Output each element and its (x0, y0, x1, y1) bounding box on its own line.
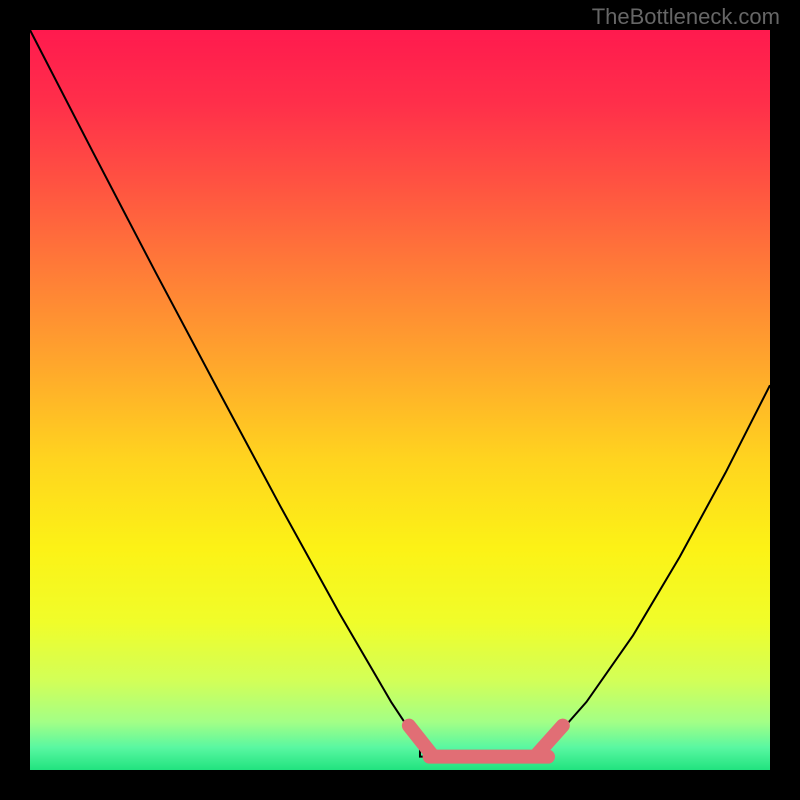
plot-background (30, 30, 770, 770)
bottleneck-chart: TheBottleneck.com (0, 0, 800, 800)
watermark-text: TheBottleneck.com (592, 4, 780, 29)
